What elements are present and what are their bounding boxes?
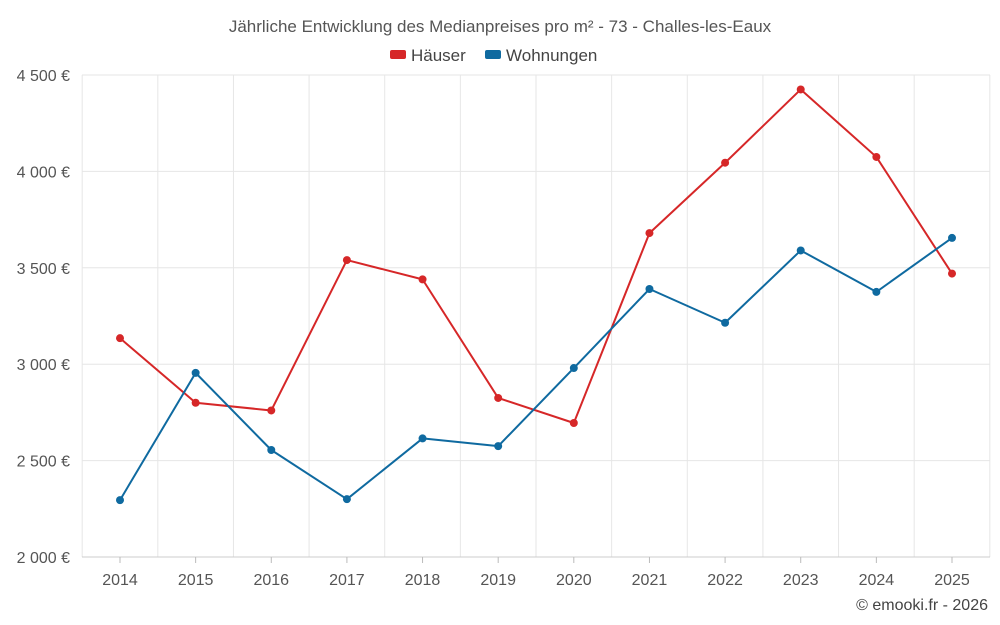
data-point [116, 334, 124, 343]
legend-label: Häuser [411, 46, 466, 65]
x-tick-label: 2021 [632, 572, 668, 589]
legend-swatch [390, 50, 406, 59]
x-tick-label: 2022 [707, 572, 743, 589]
data-point [342, 495, 351, 504]
x-tick-label: 2014 [102, 572, 138, 589]
legend-label: Wohnungen [506, 46, 597, 65]
data-point [418, 275, 427, 284]
data-point [418, 434, 427, 443]
chart-credit: © emooki.fr - 2026 [856, 597, 988, 614]
data-point [569, 419, 578, 428]
data-point [494, 442, 503, 451]
data-point [872, 287, 881, 296]
x-tick-label: 2016 [253, 572, 289, 589]
data-point [116, 496, 124, 505]
data-point [191, 368, 200, 377]
data-point [342, 256, 351, 265]
x-tick-label: 2017 [329, 572, 365, 589]
series [116, 85, 956, 505]
data-point [872, 152, 881, 161]
x-tick-label: 2025 [934, 572, 970, 589]
y-tick-label: 4 000 € [17, 164, 70, 181]
grid [81, 74, 991, 558]
legend-swatch [485, 50, 501, 59]
y-tick-label: 2 000 € [17, 550, 70, 567]
x-tick-label: 2018 [405, 572, 441, 589]
data-point [645, 285, 654, 294]
x-tick-label: 2020 [556, 572, 592, 589]
data-point [267, 445, 276, 454]
data-point [721, 318, 730, 327]
y-tick-label: 2 500 € [17, 454, 70, 471]
series-line-0 [119, 88, 953, 425]
data-point [721, 158, 730, 167]
legend: Häuser Wohnungen [390, 46, 597, 65]
y-tick-label: 3 000 € [17, 357, 70, 374]
x-tick-label: 2024 [859, 572, 895, 589]
axes: 2 000 € 2 500 € 3 000 € 3 500 € 4 000 € 4 500… [17, 68, 990, 589]
chart-title: Jährliche Entwicklung des Medianpreises … [229, 17, 772, 36]
y-tick-label: 3 500 € [17, 261, 70, 278]
x-tick-label: 2015 [178, 572, 214, 589]
x-tick-label: 2023 [783, 572, 819, 589]
data-point [494, 393, 503, 402]
data-point [948, 233, 956, 242]
series-line-1 [119, 237, 953, 501]
x-tick-label: 2019 [480, 572, 516, 589]
y-tick-label: 4 500 € [17, 68, 70, 85]
data-point [796, 246, 805, 255]
data-point [267, 406, 276, 415]
data-point [569, 364, 578, 373]
data-point [948, 269, 956, 278]
data-point [645, 229, 654, 238]
data-point [191, 398, 200, 407]
data-point [796, 85, 805, 94]
